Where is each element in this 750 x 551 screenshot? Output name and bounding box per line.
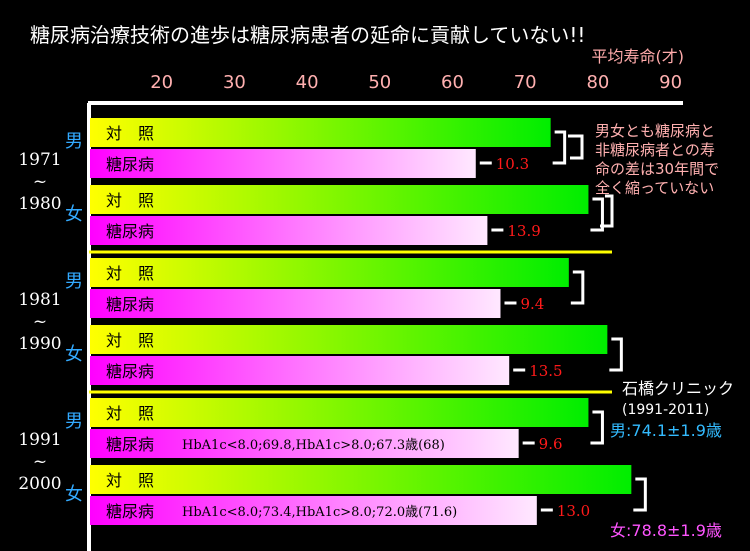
tick-label-90: 90 — [659, 72, 682, 93]
bar-control-2-0 — [90, 398, 589, 427]
annotation-line-3: 命の差は30年間で — [595, 160, 719, 178]
bar-diabetes-0-0 — [90, 149, 476, 178]
sex-label-0-0: 男 — [65, 131, 83, 152]
diff-label-2-1: 13.0 — [557, 502, 590, 520]
clinic-male: 男:74.1±1.9歳 — [610, 421, 722, 440]
bar-control-label-0-0: 対 照 — [106, 124, 154, 143]
clinic-female: 女:78.8±1.9歳 — [610, 521, 722, 540]
bar-control-0-0 — [90, 118, 551, 147]
clinic-info: 石橋クリニック (1991-2011) 男:74.1±1.9歳 女:78.8±1… — [610, 379, 734, 540]
bracket-2-0 — [590, 410, 604, 445]
bar-control-label-1-1: 対 照 — [106, 331, 154, 350]
period-label-0-2: 1980 — [18, 194, 61, 214]
period-label-2-0: 1991 — [18, 430, 61, 450]
annotation-line-2: 非糖尿病者との寿 — [595, 141, 715, 159]
bar-diabetes-2-1 — [90, 496, 537, 525]
tick-label-30: 30 — [223, 72, 246, 93]
tick-label-70: 70 — [514, 72, 537, 93]
bar-control-label-1-0: 対 照 — [106, 264, 154, 283]
diff-label-1-1: 13.5 — [529, 362, 562, 380]
annotation: 男女とも糖尿病と 非糖尿病者との寿 命の差は30年間で 全く縮っていない — [595, 122, 719, 197]
axis-label: 平均寿命(才) — [592, 47, 685, 66]
sex-label-2-1: 女 — [65, 484, 83, 505]
tick-label-50: 50 — [368, 72, 391, 93]
bar-diabetes-0-1 — [90, 216, 488, 245]
bracket-2-1 — [633, 477, 647, 512]
bar-control-2-1 — [90, 465, 632, 494]
bar-diabetes-label-1-1: 糖尿病 — [106, 362, 154, 381]
bar-control-0-1 — [90, 185, 589, 214]
labels-layer: 1971~1980男対 照糖尿病 10.3女対 照糖尿病 13.91981~1990… — [18, 124, 647, 521]
diff-label-0-1: 13.9 — [507, 222, 540, 240]
sex-label-1-0: 男 — [65, 271, 83, 292]
bar-diabetes-1-0 — [90, 289, 501, 318]
clinic-name: 石橋クリニック — [622, 379, 734, 398]
tick-label-20: 20 — [150, 72, 173, 93]
bar-diabetes-2-0 — [90, 429, 519, 458]
period-label-1-0: 1981 — [18, 290, 61, 310]
bar-control-label-2-0: 対 照 — [106, 404, 154, 423]
annotation-line-4: 全く縮っていない — [595, 179, 714, 197]
diff-label-0-0: 10.3 — [496, 155, 529, 173]
sex-label-2-0: 男 — [65, 411, 83, 432]
bar-diabetes-note-2-0: HbA1c<8.0;69.8,HbA1c>8.0;67.3歳(68) — [182, 438, 445, 453]
chart-title: 糖尿病治療技術の進歩は糖尿病患者の延命に貢献していない!! — [30, 23, 585, 47]
period-label-1-1: ~ — [33, 312, 47, 332]
tick-label-60: 60 — [441, 72, 464, 93]
period-label-0-0: 1971 — [18, 150, 61, 170]
bar-diabetes-label-0-0: 糖尿病 — [106, 155, 154, 174]
bar-control-1-1 — [90, 325, 608, 354]
bracket-0-0 — [552, 130, 567, 165]
bar-control-label-2-1: 対 照 — [106, 471, 154, 490]
tick-label-40: 40 — [296, 72, 319, 93]
clinic-years: (1991-2011) — [622, 402, 709, 418]
sex-label-1-1: 女 — [65, 344, 83, 365]
bracket-0-1 — [590, 197, 604, 232]
sex-label-0-1: 女 — [65, 204, 83, 225]
period-label-0-1: ~ — [33, 172, 47, 192]
period-label-1-2: 1990 — [18, 334, 61, 354]
annotation-line-1: 男女とも糖尿病と — [595, 122, 715, 140]
period-label-2-1: ~ — [33, 452, 47, 472]
tick-label-80: 80 — [586, 72, 609, 93]
bar-control-label-0-1: 対 照 — [106, 191, 154, 210]
ticks-layer: 20 30 40 50 60 70 80 90 — [150, 72, 682, 93]
diff-label-1-0: 9.4 — [520, 295, 544, 313]
bar-diabetes-1-1 — [90, 356, 510, 385]
bar-diabetes-note-2-1: HbA1c<8.0;73.4,HbA1c>8.0;72.0歳(71.6) — [182, 505, 457, 520]
bar-diabetes-label-2-0: 糖尿病 — [106, 435, 154, 454]
diff-label-2-0: 9.6 — [539, 435, 563, 453]
bar-diabetes-label-1-0: 糖尿病 — [106, 295, 154, 314]
bracket-1-1 — [609, 337, 623, 372]
bar-diabetes-label-0-1: 糖尿病 — [106, 222, 154, 241]
bar-diabetes-label-2-1: 糖尿病 — [106, 502, 154, 521]
bracket-1-0 — [570, 270, 585, 305]
annotation-bracket-2 — [600, 194, 614, 228]
bar-control-1-0 — [90, 258, 569, 287]
annotation-bracket-1 — [568, 134, 584, 160]
bars-layer — [89, 118, 632, 525]
period-label-2-2: 2000 — [18, 474, 61, 494]
